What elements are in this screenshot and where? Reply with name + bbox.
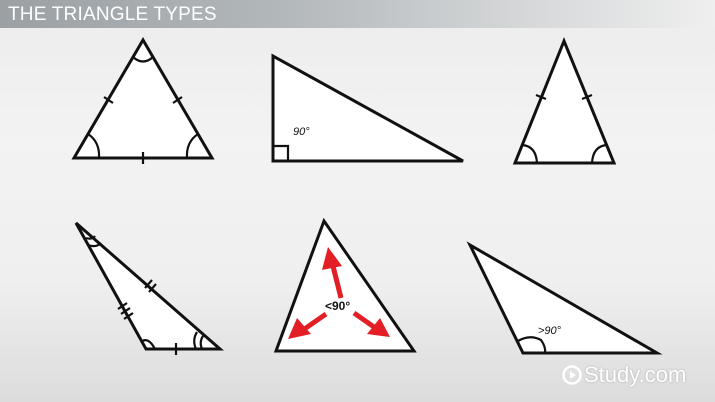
logo-text: Study.com xyxy=(584,362,687,387)
angle-arc xyxy=(521,143,539,164)
angle-arc xyxy=(87,242,102,248)
angle-arc xyxy=(85,235,96,240)
study-logo: Study.com xyxy=(562,360,707,390)
arrow-down-right-icon xyxy=(352,310,390,337)
arrow-up-icon xyxy=(322,247,344,299)
angle-arc xyxy=(87,133,101,159)
title-bar: THE TRIANGLE TYPES xyxy=(0,0,715,28)
triangle-shape xyxy=(466,241,663,355)
tick-mark xyxy=(581,93,593,101)
play-circle-icon xyxy=(562,365,582,385)
angle-arc xyxy=(140,339,156,350)
triangle-isosceles xyxy=(512,37,617,165)
tick-mark xyxy=(148,283,157,293)
arrow-down-left-icon xyxy=(288,311,328,339)
tick-mark xyxy=(103,96,114,104)
angle-label: 90° xyxy=(293,126,310,138)
angle-label: <90° xyxy=(325,299,350,313)
angle-arc xyxy=(132,56,154,63)
angle-arc xyxy=(199,335,204,350)
angle-label: >90° xyxy=(538,325,562,337)
tick-mark xyxy=(117,302,128,310)
angle-arc xyxy=(590,143,608,164)
triangle-shape xyxy=(271,53,464,163)
triangle-scalene xyxy=(74,221,224,355)
tick-mark xyxy=(535,93,547,101)
angle-arc xyxy=(185,133,199,159)
angle-arc xyxy=(517,336,547,354)
triangle-shape xyxy=(273,217,417,353)
triangle-acute: <90° xyxy=(273,217,417,353)
angle-arc xyxy=(193,331,198,350)
right-angle-marker xyxy=(273,144,290,161)
triangle-equilateral xyxy=(71,37,215,164)
triangle-obtuse: >90° xyxy=(466,241,663,355)
page-title: THE TRIANGLE TYPES xyxy=(8,4,217,25)
triangle-right: 90° xyxy=(271,53,464,163)
tick-mark xyxy=(144,279,153,289)
tick-mark xyxy=(123,312,134,320)
tick-mark xyxy=(172,96,183,104)
tick-mark xyxy=(120,307,131,315)
triangle-shape xyxy=(512,37,617,165)
